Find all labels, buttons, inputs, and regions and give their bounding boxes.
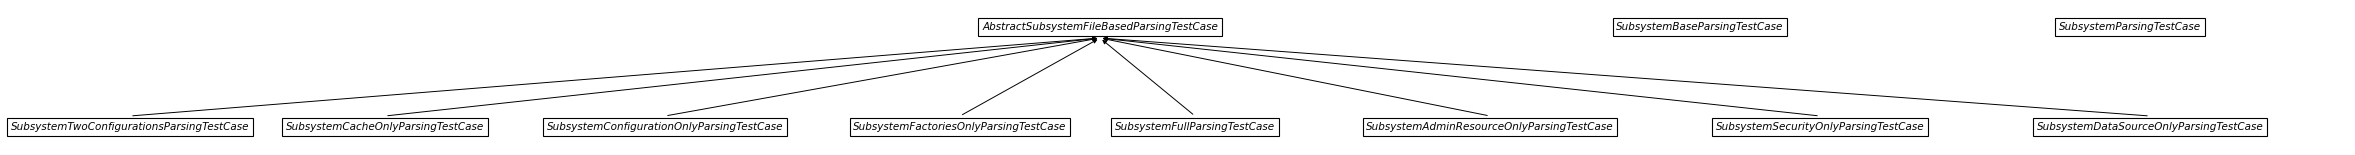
Text: SubsystemSecurityOnlyParsingTestCase: SubsystemSecurityOnlyParsingTestCase: [1717, 122, 1924, 132]
Text: SubsystemParsingTestCase: SubsystemParsingTestCase: [2058, 22, 2202, 32]
Text: SubsystemTwoConfigurationsParsingTestCase: SubsystemTwoConfigurationsParsingTestCas…: [12, 122, 250, 132]
Text: SubsystemFullParsingTestCase: SubsystemFullParsingTestCase: [1114, 122, 1274, 132]
Text: SubsystemCacheOnlyParsingTestCase: SubsystemCacheOnlyParsingTestCase: [285, 122, 485, 132]
Text: SubsystemConfigurationOnlyParsingTestCase: SubsystemConfigurationOnlyParsingTestCas…: [546, 122, 784, 132]
Text: SubsystemDataSourceOnlyParsingTestCase: SubsystemDataSourceOnlyParsingTestCase: [2037, 122, 2263, 132]
Text: SubsystemAdminResourceOnlyParsingTestCase: SubsystemAdminResourceOnlyParsingTestCas…: [1366, 122, 1613, 132]
Text: AbstractSubsystemFileBasedParsingTestCase: AbstractSubsystemFileBasedParsingTestCas…: [982, 22, 1218, 32]
Text: SubsystemBaseParsingTestCase: SubsystemBaseParsingTestCase: [1616, 22, 1783, 32]
Text: SubsystemFactoriesOnlyParsingTestCase: SubsystemFactoriesOnlyParsingTestCase: [853, 122, 1067, 132]
